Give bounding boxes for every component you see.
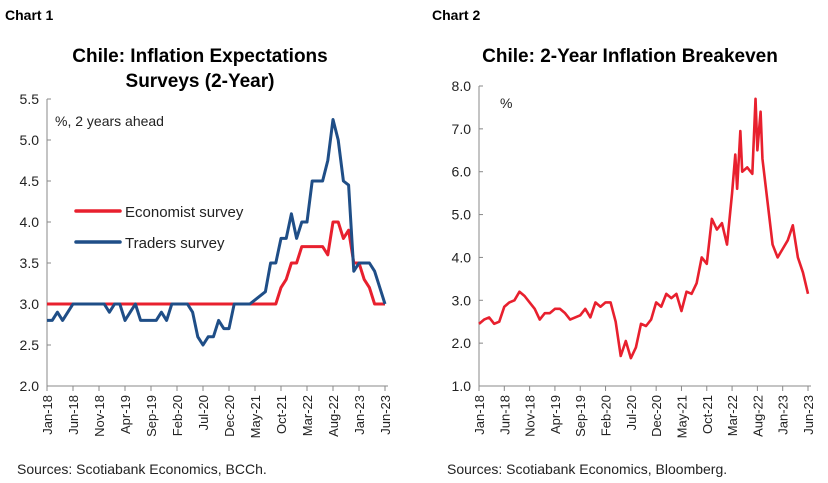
unit-annotation: % <box>500 95 512 111</box>
x-tick-label: Jun-23 <box>378 395 393 435</box>
x-tick-label: Oct-21 <box>274 395 289 434</box>
x-tick-label: Dec-20 <box>649 395 664 437</box>
y-tick-label: 3.5 <box>20 255 40 271</box>
y-tick-label: 8.0 <box>452 78 472 94</box>
x-tick-label: Aug-22 <box>326 395 341 437</box>
x-tick-label: May-21 <box>248 395 263 438</box>
y-tick-label: 5.0 <box>452 207 472 223</box>
x-tick-label: Jan-18 <box>40 395 55 435</box>
x-tick-label: Apr-19 <box>548 395 563 434</box>
panel-label: Chart 1 <box>5 7 53 23</box>
series-line-traders-survey <box>47 118 387 347</box>
chart-1: Chart 1 Chile: Inflation Expectations Surv… <box>5 7 393 477</box>
x-tick-label: Jan-18 <box>472 395 487 435</box>
y-tick-label: 3.0 <box>452 292 472 308</box>
x-tick-label: Nov-18 <box>92 395 107 437</box>
x-tick-label: Jan-23 <box>352 395 367 435</box>
x-tick-label: Apr-19 <box>118 395 133 434</box>
source-note: Sources: Scotiabank Economics, Bloomberg… <box>447 461 727 477</box>
y-tick-label: 5.0 <box>20 132 40 148</box>
x-tick-label: Jun-18 <box>497 395 512 435</box>
y-tick-label: 1.0 <box>452 378 472 394</box>
x-tick-label: Aug-22 <box>750 395 765 437</box>
chart-title: Chile: Inflation Expectations <box>72 46 327 67</box>
x-tick-label: Sep-19 <box>144 395 159 437</box>
x-tick-label: Nov-18 <box>523 395 538 437</box>
x-tick-label: Mar-22 <box>300 395 315 436</box>
panel-label: Chart 2 <box>432 7 480 23</box>
legend-label: Traders survey <box>125 235 225 252</box>
legend-label: Economist survey <box>125 204 244 221</box>
y-tick-label: 6.0 <box>452 164 472 180</box>
y-tick-label: 2.5 <box>20 337 40 353</box>
y-tick-label: 4.0 <box>20 214 40 230</box>
x-tick-label: Jan-23 <box>776 395 791 435</box>
x-tick-label: Jun-23 <box>801 395 816 435</box>
y-tick-label: 4.5 <box>20 173 40 189</box>
chart-title: Chile: 2-Year Inflation Breakeven <box>482 46 778 67</box>
x-tick-label: Dec-20 <box>222 395 237 437</box>
x-tick-label: Oct-21 <box>700 395 715 434</box>
chart-title: Surveys (2-Year) <box>126 71 275 92</box>
x-tick-label: Sep-19 <box>573 395 588 437</box>
x-tick-label: Feb-20 <box>170 395 185 436</box>
y-tick-label: 2.0 <box>20 378 40 394</box>
y-tick-label: 5.5 <box>20 91 40 107</box>
y-tick-label: 4.0 <box>452 249 472 265</box>
x-tick-label: Feb-20 <box>599 395 614 436</box>
unit-annotation: %, 2 years ahead <box>55 113 164 129</box>
source-note: Sources: Scotiabank Economics, BCCh. <box>17 461 267 477</box>
y-tick-label: 7.0 <box>452 121 472 137</box>
x-tick-label: Jul-20 <box>624 395 639 430</box>
x-tick-label: Jul-20 <box>196 395 211 430</box>
y-tick-label: 2.0 <box>452 335 472 351</box>
x-tick-label: Mar-22 <box>725 395 740 436</box>
y-tick-label: 3.0 <box>20 296 40 312</box>
x-tick-label: Jun-18 <box>66 395 81 435</box>
x-tick-label: May-21 <box>674 395 689 438</box>
series-line-breakeven <box>478 97 810 360</box>
